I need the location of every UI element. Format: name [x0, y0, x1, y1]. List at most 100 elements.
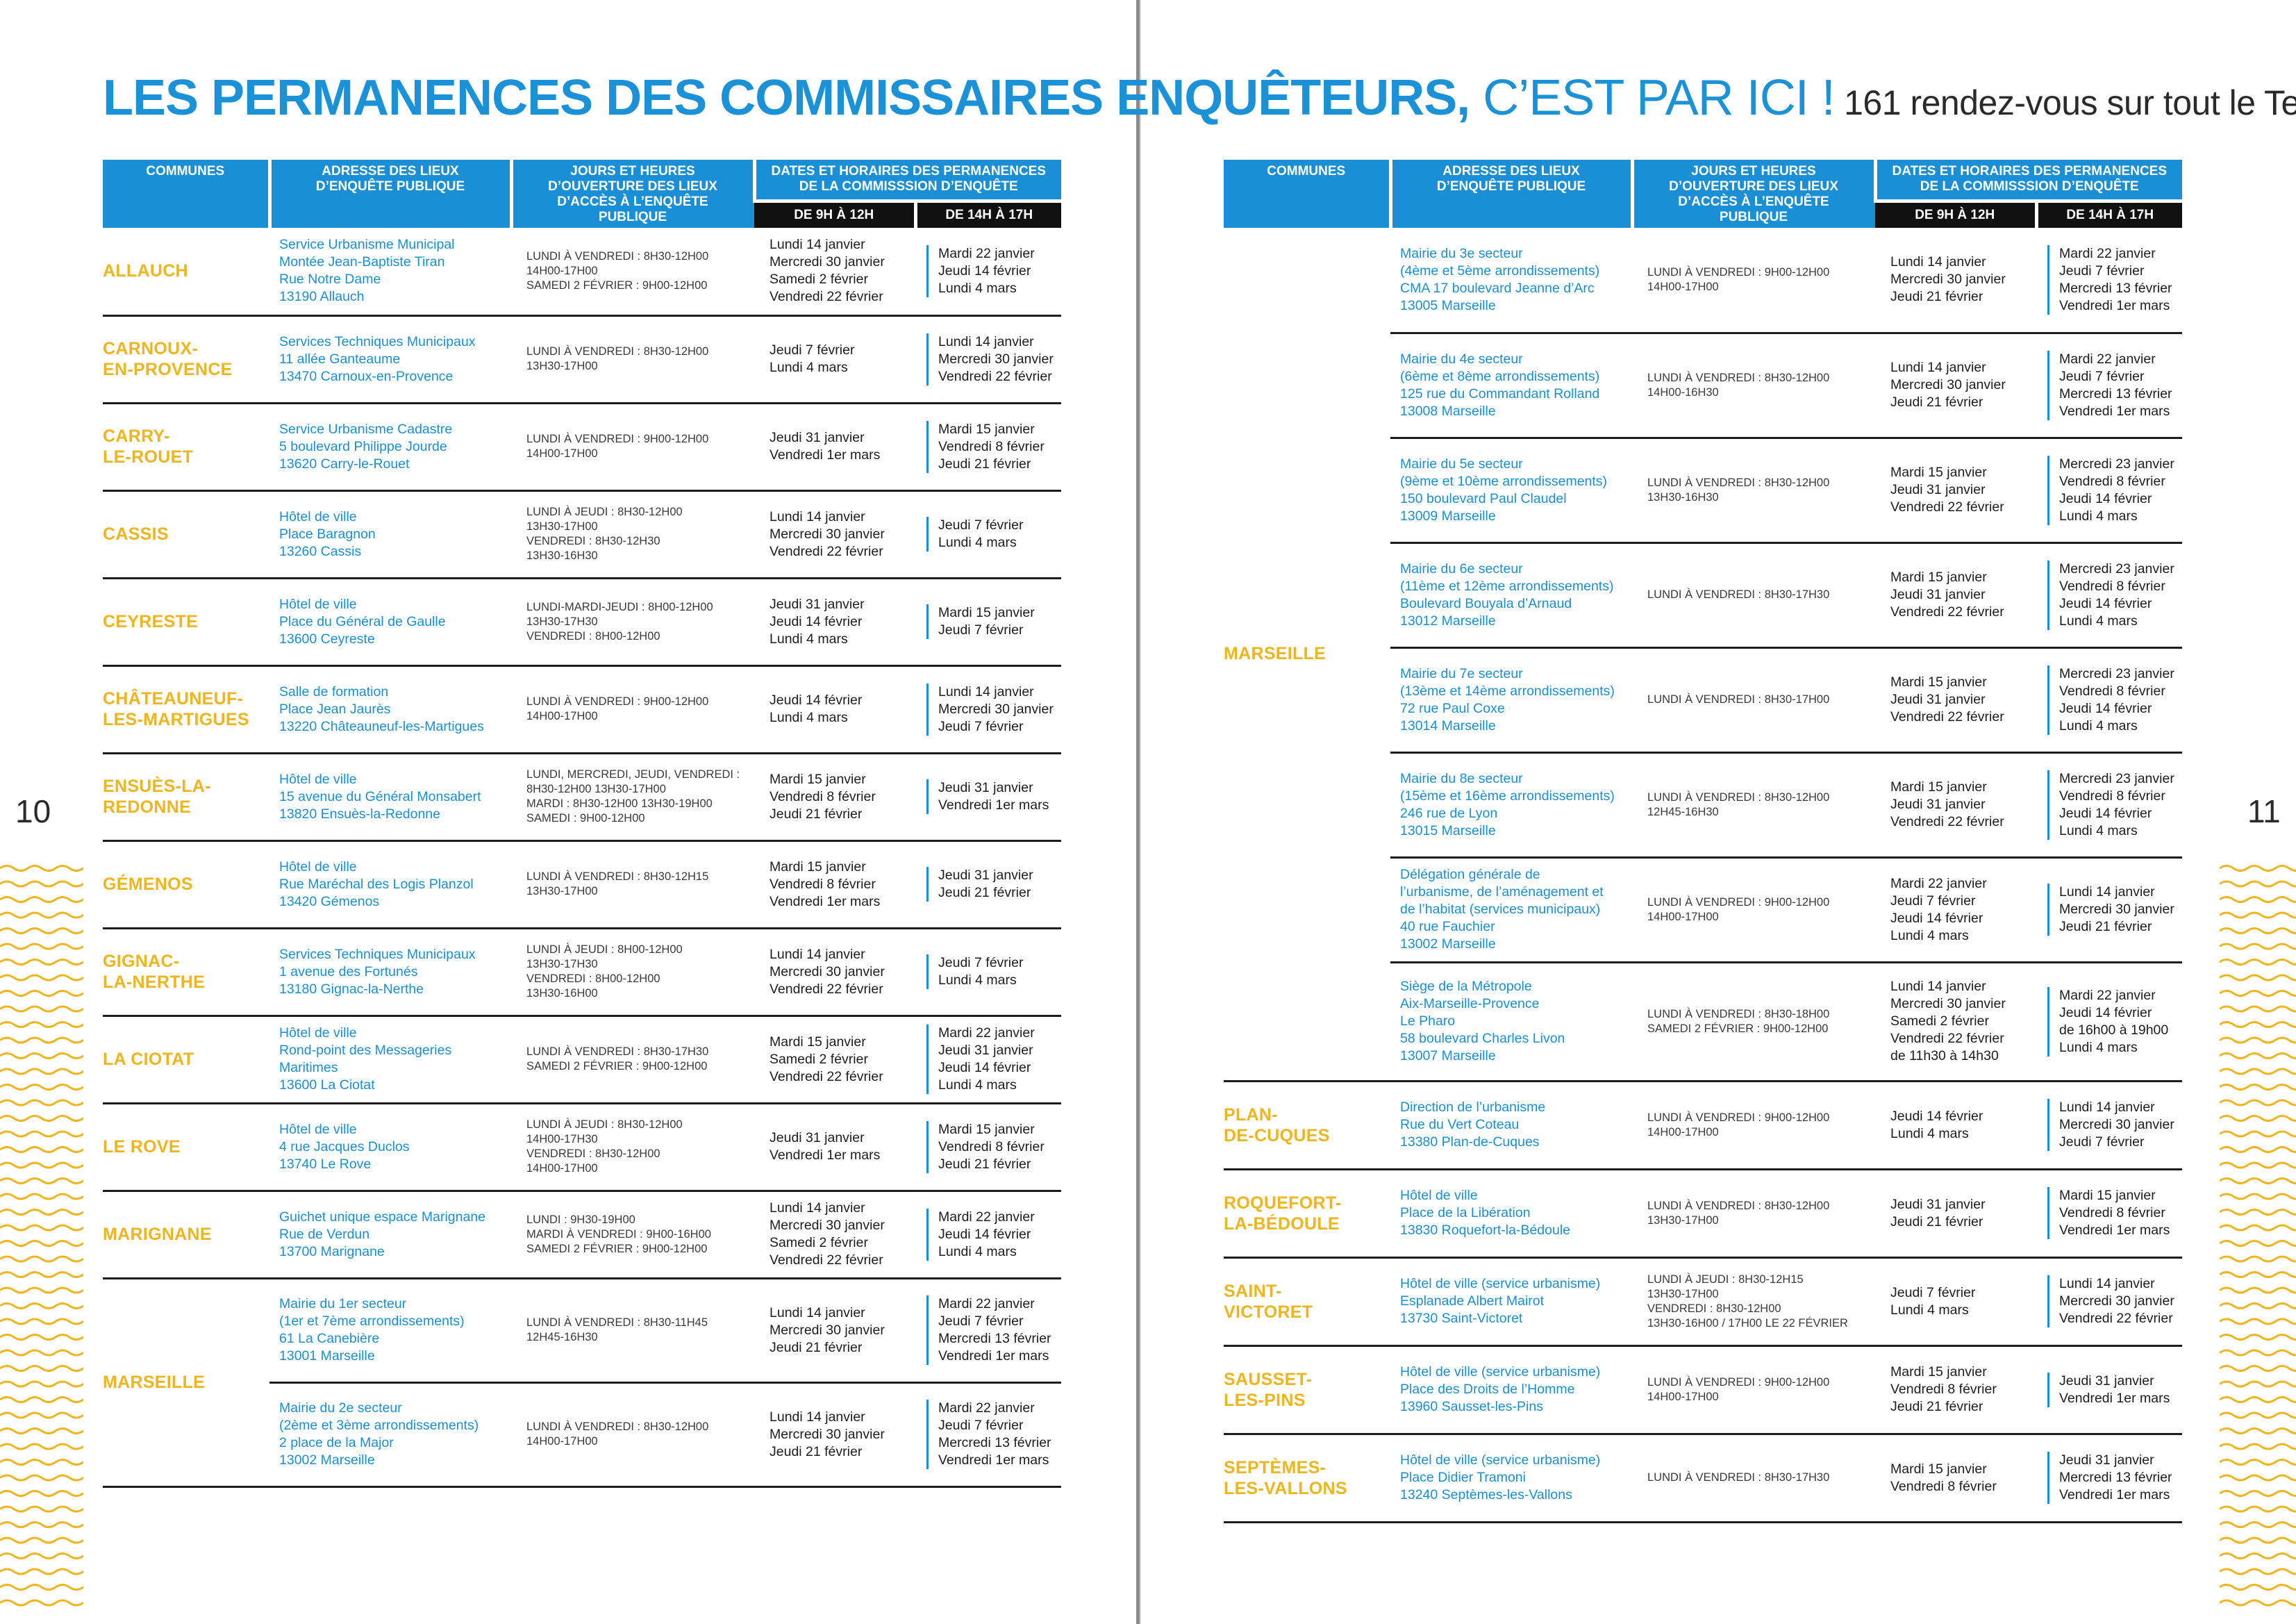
address: Hôtel de ville Place du Général de Gaull… [269, 578, 511, 667]
address: Hôtel de ville 15 avenue du Général Mons… [269, 753, 511, 842]
afternoon-dates: Jeudi 7 février Lundi 4 mars [915, 490, 1061, 579]
opening-hours: LUNDI, MERCREDI, JEUDI, VENDREDI : 8H30-… [511, 753, 754, 842]
address: Direction de l’urbanisme Rue du Vert Cot… [1390, 1081, 1632, 1170]
wave-line [0, 1005, 83, 1013]
wave-line [0, 865, 83, 872]
afternoon-dates: Mardi 15 janvier Jeudi 7 février [915, 578, 1061, 667]
wave-line [2220, 911, 2296, 919]
table-row: PLAN- DE-CUQUES Direction de l’urbanisme … [1224, 1081, 2182, 1170]
afternoon-dates: Lundi 14 janvier Mercredi 30 janvier Jeu… [2036, 1081, 2182, 1170]
wave-line [0, 1536, 83, 1544]
afternoon-dates: Mercredi 23 janvier Vendredi 8 février J… [2036, 542, 2182, 649]
commune-name: GÉMENOS [103, 840, 269, 929]
address: Mairie du 8e secteur (15ème et 16ème arr… [1390, 752, 1632, 859]
morning-dates: Mardi 15 janvier Vendredi 8 février Jeud… [1875, 1345, 2036, 1435]
opening-hours: LUNDI À JEUDI : 8H30-12H00 14H00-17H30 V… [511, 1103, 754, 1192]
wave-line [0, 990, 83, 997]
wave-line [2220, 1568, 2296, 1575]
afternoon-dates: Mardi 15 janvier Vendredi 8 février Vend… [2036, 1169, 2182, 1259]
wave-line [2220, 1209, 2296, 1216]
wave-line [0, 1240, 83, 1247]
right-table: COMMUNES ADRESSE DES LIEUX D’ENQUÊTE PUB… [1224, 160, 2182, 1523]
wave-line [0, 1193, 83, 1200]
wave-line [0, 1318, 83, 1325]
table-row: Mairie du 4e secteur (6ème et 8ème arron… [1224, 333, 2182, 439]
afternoon-dates: Lundi 14 janvier Mercredi 30 janvier Jeu… [2036, 857, 2182, 963]
commune-name: CARNOUX- EN-PROVENCE [103, 315, 269, 404]
commune-name: CHÂTEAUNEUF- LES-MARTIGUES [103, 665, 269, 754]
opening-hours: LUNDI À VENDREDI : 8H30-17H30 SAMEDI 2 F… [511, 1016, 754, 1104]
afternoon-dates: Mercredi 23 janvier Vendredi 8 février J… [2036, 752, 2182, 859]
commune-name: SAUSSET- LES-PINS [1224, 1345, 1390, 1435]
table-row: SAUSSET- LES-PINS Hôtel de ville (service… [1224, 1345, 2182, 1435]
wave-line [2220, 1396, 2296, 1403]
wave-line [2220, 1427, 2296, 1434]
wave-line [0, 1161, 83, 1169]
morning-dates: Mardi 15 janvier Jeudi 31 janvier Vendre… [1875, 438, 2036, 544]
commune-name: MARSEILLE [103, 1278, 269, 1488]
afternoon-dates: Lundi 14 janvier Mercredi 30 janvier Ven… [915, 315, 1061, 404]
address: Service Urbanisme Cadastre 5 boulevard P… [269, 403, 511, 492]
table-row: MARSEILLE Mairie du 3e secteur (4ème et 5… [1224, 228, 2182, 1082]
wave-line [2220, 880, 2296, 888]
table-row: Mairie du 7e secteur (13ème et 14ème arr… [1224, 647, 2182, 754]
wave-line [0, 959, 83, 966]
commune-name: SAINT- VICTORET [1224, 1257, 1390, 1347]
morning-dates: Mardi 15 janvier Jeudi 31 janvier Vendre… [1875, 542, 2036, 649]
table-row: ALLAUCH Service Urbanisme Municipal Monté… [103, 228, 1061, 317]
afternoon-dates: Jeudi 31 janvier Mercredi 13 février Ven… [2036, 1434, 2182, 1523]
morning-dates: Mardi 15 janvier Jeudi 31 janvier Vendre… [1875, 647, 2036, 754]
table-row: GÉMENOS Hôtel de ville Rue Maréchal des L… [103, 840, 1061, 929]
wave-line [2220, 1052, 2296, 1059]
morning-dates: Jeudi 7 février Lundi 4 mars [754, 315, 915, 404]
wave-line [0, 1396, 83, 1403]
afternoon-dates: Mardi 22 janvier Jeudi 7 février Mercred… [915, 1278, 1061, 1384]
wave-line [2220, 1521, 2296, 1528]
wave-line [0, 1146, 83, 1153]
address: Mairie du 1er secteur (1er et 7ème arron… [269, 1278, 511, 1384]
address: Service Urbanisme Municipal Montée Jean-… [269, 228, 511, 317]
wave-line [2220, 896, 2296, 903]
afternoon-dates: Mardi 15 janvier Vendredi 8 février Jeud… [915, 1103, 1061, 1192]
address: Délégation générale de l’urbanisme, de l… [1390, 857, 1632, 963]
opening-hours: LUNDI À VENDREDI : 8H30-17H30 [1632, 1434, 1875, 1523]
morning-dates: Mardi 15 janvier Vendredi 8 février [1875, 1434, 2036, 1523]
wave-line [0, 974, 83, 981]
morning-dates: Lundi 14 janvier Mercredi 30 janvier Sam… [754, 1191, 915, 1279]
wave-line [2220, 1240, 2296, 1247]
morning-dates: Lundi 14 janvier Mercredi 30 janvier Sam… [1875, 962, 2036, 1082]
wave-line [2220, 1505, 2296, 1513]
wave-line [0, 896, 83, 903]
morning-dates: Lundi 14 janvier Mercredi 30 janvier Jeu… [1875, 228, 2036, 334]
address: Hôtel de ville (service urbanisme) Espla… [1390, 1257, 1632, 1347]
morning-dates: Jeudi 31 janvier Vendredi 1er mars [754, 403, 915, 492]
page-number-left: 10 [15, 793, 51, 829]
commune-name: MARIGNANE [103, 1191, 269, 1279]
opening-hours: LUNDI À VENDREDI : 8H30-18H00 SAMEDI 2 F… [1632, 962, 1875, 1082]
wave-line [2220, 1411, 2296, 1419]
wave-line [2220, 1084, 2296, 1091]
opening-hours: LUNDI À VENDREDI : 8H30-12H00 13H30-17H0… [1632, 1169, 1875, 1259]
wave-line [2220, 1193, 2296, 1200]
opening-hours: LUNDI-MARDI-JEUDI : 8H00-12H00 13H30-17H… [511, 578, 754, 667]
col-pm: DE 14H À 17H [2034, 199, 2182, 228]
wave-line [2220, 1349, 2296, 1357]
page-number-right: 11 [2247, 793, 2281, 829]
wave-line [2220, 1584, 2296, 1591]
wave-line [0, 1459, 83, 1466]
opening-hours: LUNDI À VENDREDI : 9H00-12H00 14H00-17H0… [1632, 228, 1875, 334]
commune-name: ENSUÈS-LA- REDONNE [103, 753, 269, 842]
wave-line [2220, 1161, 2296, 1169]
table-row: CASSIS Hôtel de ville Place Baragnon 1326… [103, 490, 1061, 579]
wave-line [2220, 1099, 2296, 1107]
wave-line [0, 1271, 83, 1278]
wave-line [2220, 1130, 2296, 1138]
wave-line [2220, 1005, 2296, 1013]
opening-hours: LUNDI À VENDREDI : 9H00-12H00 14H00-17H0… [511, 403, 754, 492]
table-row: MARIGNANE Guichet unique espace Marignane… [103, 1191, 1061, 1279]
address: Siège de la Métropole Aix-Marseille-Prov… [1390, 962, 1632, 1082]
col-communes: COMMUNES [103, 160, 269, 228]
wave-line [0, 1224, 83, 1232]
opening-hours: LUNDI À VENDREDI : 9H00-12H00 14H00-17H0… [511, 665, 754, 754]
wave-line [2220, 1459, 2296, 1466]
